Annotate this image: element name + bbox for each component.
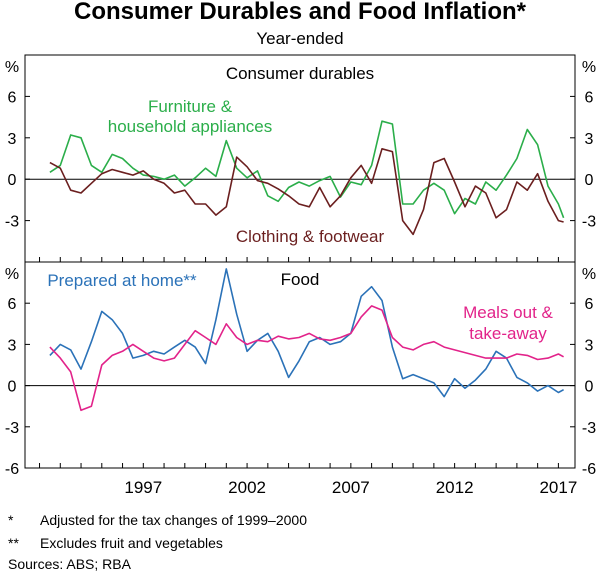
series-line-blue	[49, 268, 564, 398]
y-tick-label-left: 3	[8, 337, 17, 354]
x-tick-label: 2012	[436, 478, 474, 497]
series-line-brown	[49, 148, 564, 236]
chart-subtitle: Year-ended	[256, 29, 344, 48]
y-tick-label-left: 0	[8, 172, 17, 189]
footnote-2-mark: **	[8, 535, 19, 551]
y-tick-label-right: -3	[582, 214, 596, 231]
x-tick-label: 2007	[332, 478, 370, 497]
x-tick-label: 2002	[228, 478, 266, 497]
footnote-2: ** Excludes fruit and vegetables	[8, 535, 223, 551]
sources: Sources: ABS; RBA	[8, 556, 131, 572]
y-tick-label-right: 6	[585, 296, 594, 313]
unit-label-left-1: %	[5, 59, 19, 76]
unit-label-left-2: %	[5, 266, 19, 283]
x-tick-label: 2017	[539, 478, 577, 497]
series-label-green: household appliances	[108, 117, 272, 136]
series-label-brown: Clothing & footwear	[236, 227, 385, 246]
y-tick-label-right: 3	[585, 337, 594, 354]
y-tick-label-right: -3	[582, 420, 596, 437]
footnote-1-mark: *	[8, 512, 14, 528]
footnote-2-text: Excludes fruit and vegetables	[40, 535, 223, 551]
y-tick-label-right: 0	[585, 379, 594, 396]
panel-title-2: Food	[281, 270, 320, 289]
y-tick-label-left: 6	[8, 296, 17, 313]
chart-title: Consumer Durables and Food Inflation*	[73, 0, 527, 25]
y-tick-label-left: -6	[5, 461, 19, 478]
unit-label-right-1: %	[582, 59, 596, 76]
x-tick-label: 1997	[124, 478, 162, 497]
y-tick-label-right: 0	[585, 172, 594, 189]
series-label-blue: Prepared at home**	[47, 271, 197, 290]
footnote-1: * Adjusted for the tax changes of 1999–20…	[8, 512, 307, 528]
series-label-green: Furniture &	[148, 97, 233, 116]
unit-label-right-2: %	[582, 266, 596, 283]
chart-area: % % -3 -3 0 0 3 3 6 6 Consumer durables Furniture &…	[5, 54, 596, 497]
footnote-1-text: Adjusted for the tax changes of 1999–200…	[40, 512, 307, 528]
y-tick-label-right: 6	[585, 89, 594, 106]
series-label-pink: Meals out &	[463, 303, 553, 322]
y-tick-label-left: 3	[8, 131, 17, 148]
series-label-pink: take-away	[469, 324, 547, 343]
series-line-pink	[49, 305, 564, 412]
y-tick-label-left: -3	[5, 420, 19, 437]
y-tick-label-right: -6	[582, 461, 596, 478]
y-tick-label-left: 6	[8, 89, 17, 106]
y-tick-label-left: -3	[5, 214, 19, 231]
series-line-green	[49, 120, 565, 219]
y-tick-label-right: 3	[585, 131, 594, 148]
panel-title-1: Consumer durables	[226, 64, 374, 83]
y-tick-label-left: 0	[8, 379, 17, 396]
